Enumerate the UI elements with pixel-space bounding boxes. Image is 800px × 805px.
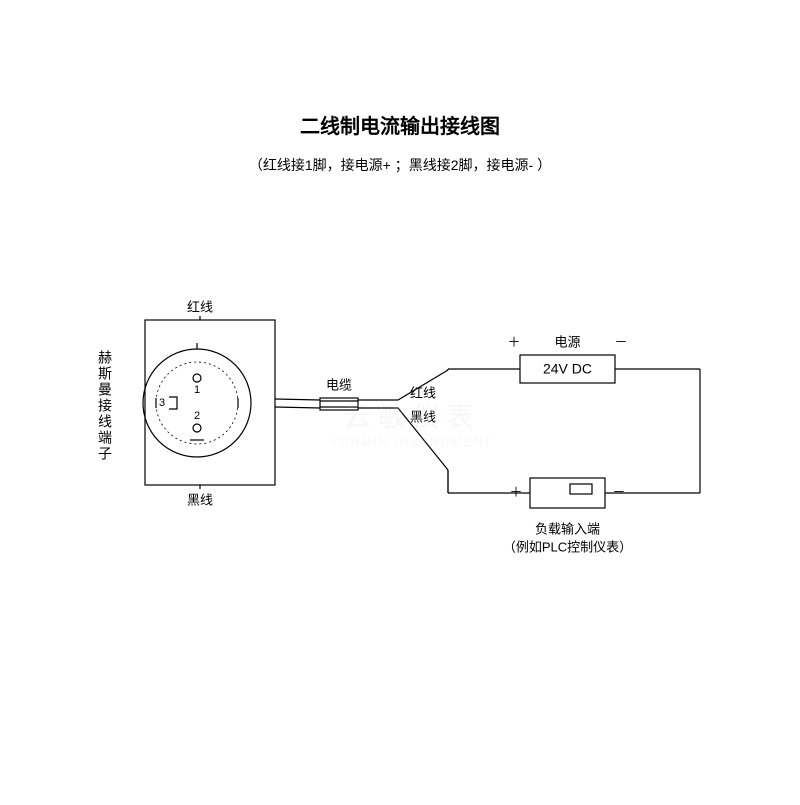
svg-text:电源: 电源 <box>554 334 580 349</box>
svg-text:电缆: 电缆 <box>326 377 352 392</box>
svg-text:－: － <box>614 334 627 349</box>
svg-text:＋: ＋ <box>507 334 520 349</box>
svg-text:黑线: 黑线 <box>187 492 213 507</box>
svg-text:红线: 红线 <box>410 385 436 400</box>
svg-text:红线: 红线 <box>187 299 213 314</box>
diagram-title: 二线制电流输出接线图 <box>0 110 800 139</box>
svg-text:负载输入端: 负载输入端 <box>535 521 600 536</box>
svg-text:＋: ＋ <box>509 484 522 499</box>
svg-text:－: － <box>612 484 625 499</box>
svg-text:3: 3 <box>159 397 165 409</box>
diagram-subtitle: （红线接1脚，接电源+ ；黑线接2脚，接电源- ） <box>0 155 800 175</box>
connector-side-label: 赫斯曼接线端子 <box>95 350 115 462</box>
svg-text:2: 2 <box>194 410 200 422</box>
svg-text:24V DC: 24V DC <box>543 361 592 377</box>
svg-text:黑线: 黑线 <box>410 409 436 424</box>
svg-text:1: 1 <box>194 384 200 396</box>
svg-text:（例如PLC控制仪表）: （例如PLC控制仪表） <box>503 539 632 554</box>
wiring-diagram: 二线制电流输出接线图 （红线接1脚，接电源+ ；黑线接2脚，接电源- ） 赫斯曼… <box>0 0 800 800</box>
